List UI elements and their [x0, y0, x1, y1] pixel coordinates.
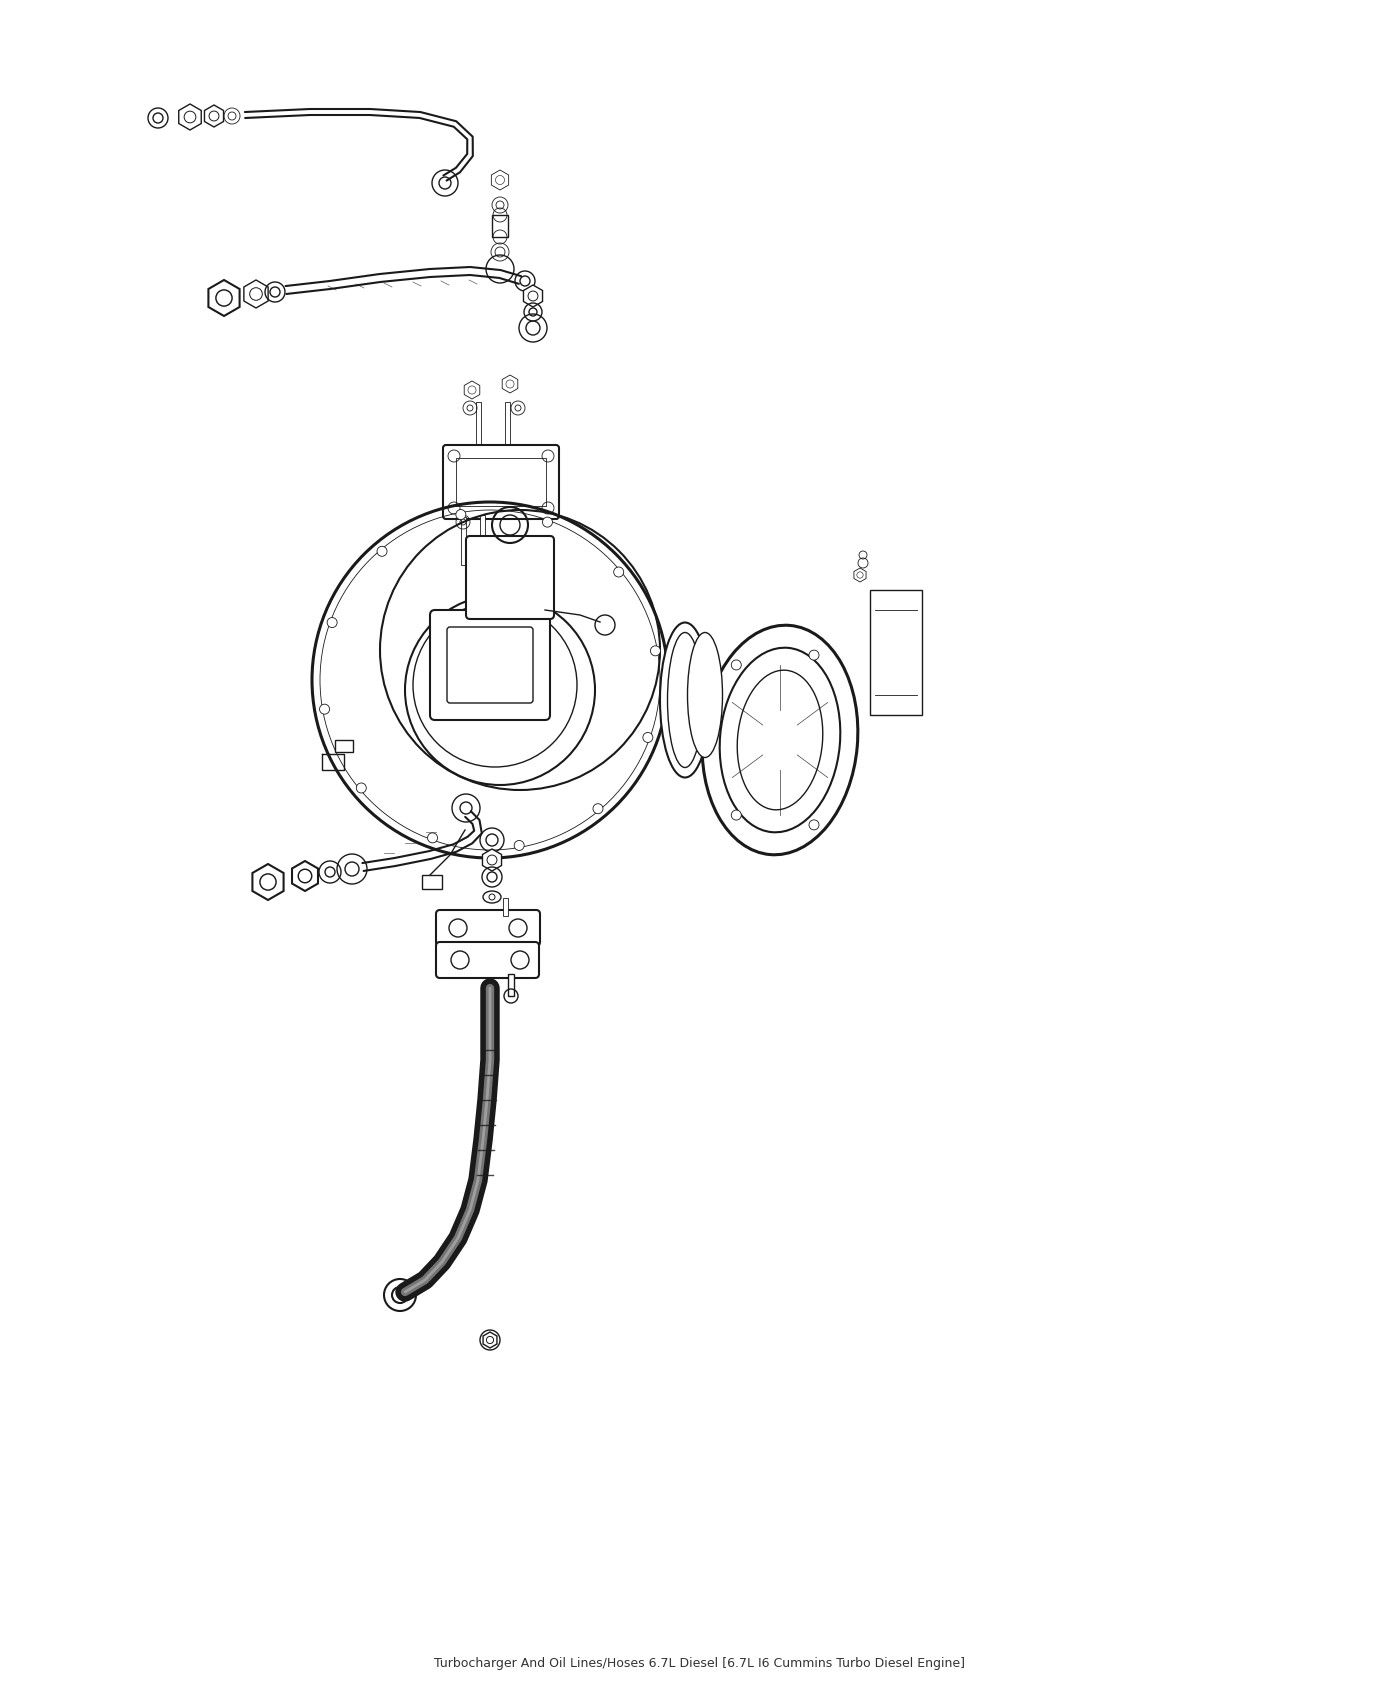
Polygon shape: [252, 864, 284, 899]
Ellipse shape: [720, 648, 840, 833]
Bar: [491, 214, 508, 236]
FancyBboxPatch shape: [442, 445, 559, 518]
Circle shape: [514, 840, 524, 850]
Bar: [335, 740, 353, 751]
Circle shape: [594, 804, 603, 814]
Polygon shape: [179, 104, 202, 129]
Circle shape: [651, 646, 661, 656]
Polygon shape: [465, 381, 480, 400]
Circle shape: [613, 568, 623, 576]
Circle shape: [643, 733, 652, 743]
Bar: [476, 401, 482, 447]
Circle shape: [456, 510, 466, 520]
Circle shape: [377, 546, 386, 556]
Polygon shape: [503, 376, 518, 393]
Bar: [508, 974, 514, 996]
Text: Turbocharger And Oil Lines/Hoses 6.7L Diesel [6.7L I6 Cummins Turbo Diesel Engin: Turbocharger And Oil Lines/Hoses 6.7L Di…: [434, 1658, 966, 1669]
Circle shape: [328, 617, 337, 627]
Bar: [505, 401, 510, 452]
Circle shape: [731, 811, 741, 819]
Bar: [456, 457, 546, 507]
Circle shape: [319, 704, 329, 714]
Bar: [503, 898, 508, 916]
FancyBboxPatch shape: [435, 942, 539, 977]
Circle shape: [809, 819, 819, 830]
Circle shape: [542, 517, 553, 527]
Polygon shape: [483, 1333, 497, 1348]
Ellipse shape: [483, 891, 501, 903]
Polygon shape: [204, 105, 224, 128]
Ellipse shape: [659, 622, 710, 777]
Ellipse shape: [703, 626, 858, 855]
Polygon shape: [491, 170, 508, 190]
Ellipse shape: [687, 632, 722, 758]
Bar: [461, 517, 466, 564]
Polygon shape: [244, 280, 269, 308]
Bar: [480, 515, 484, 564]
Polygon shape: [854, 568, 867, 581]
FancyBboxPatch shape: [435, 910, 540, 945]
Ellipse shape: [668, 632, 703, 767]
FancyBboxPatch shape: [447, 627, 533, 704]
FancyBboxPatch shape: [466, 536, 554, 619]
Bar: [869, 590, 923, 716]
Polygon shape: [483, 848, 501, 870]
Circle shape: [427, 833, 438, 843]
Polygon shape: [209, 280, 239, 316]
Circle shape: [809, 649, 819, 660]
Circle shape: [357, 784, 367, 792]
Polygon shape: [293, 860, 318, 891]
Polygon shape: [524, 286, 543, 308]
FancyBboxPatch shape: [430, 610, 550, 721]
Circle shape: [731, 660, 741, 670]
Bar: [421, 876, 442, 889]
Ellipse shape: [738, 670, 823, 809]
